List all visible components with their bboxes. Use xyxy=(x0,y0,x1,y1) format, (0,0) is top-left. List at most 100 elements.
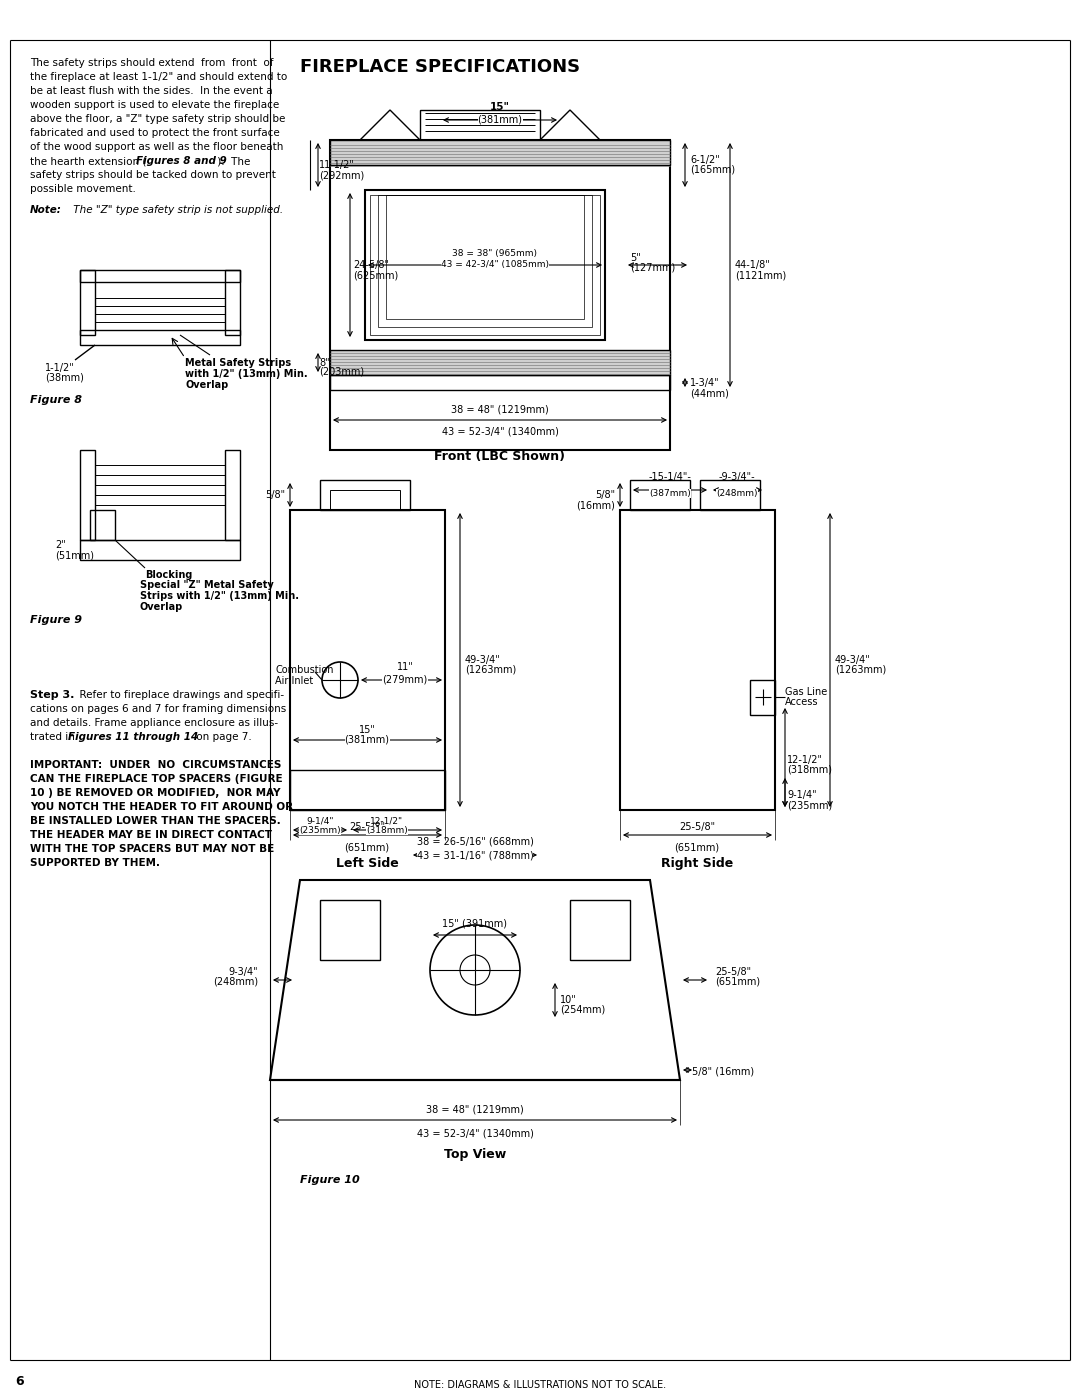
Text: 9-1/4": 9-1/4" xyxy=(787,789,816,800)
Bar xyxy=(330,140,670,450)
Text: 25-5/8": 25-5/8" xyxy=(349,821,386,833)
Text: Right Side: Right Side xyxy=(661,856,733,870)
Text: Blocking: Blocking xyxy=(145,570,192,580)
Text: THE HEADER MAY BE IN DIRECT CONTACT: THE HEADER MAY BE IN DIRECT CONTACT xyxy=(30,830,272,840)
Text: Step 3.: Step 3. xyxy=(30,690,75,700)
Text: -15-1/4"-: -15-1/4"- xyxy=(649,472,691,482)
Text: Metal Safety Strips: Metal Safety Strips xyxy=(185,358,292,367)
Text: The safety strips should extend  from  front  of: The safety strips should extend from fro… xyxy=(30,59,273,68)
Text: 15" (391mm): 15" (391mm) xyxy=(443,918,508,928)
Bar xyxy=(291,510,445,810)
Text: (1263mm): (1263mm) xyxy=(465,665,516,675)
Text: and details. Frame appliance enclosure as illus-: and details. Frame appliance enclosure a… xyxy=(30,718,279,728)
Text: (235mm): (235mm) xyxy=(787,800,833,810)
Text: 10 ) BE REMOVED OR MODIFIED,  NOR MAY: 10 ) BE REMOVED OR MODIFIED, NOR MAY xyxy=(30,788,281,798)
Text: 25-5/8": 25-5/8" xyxy=(679,821,715,833)
Bar xyxy=(700,481,760,510)
Text: the hearth extension (: the hearth extension ( xyxy=(30,156,147,166)
Text: (1121mm): (1121mm) xyxy=(735,270,786,279)
Text: 6: 6 xyxy=(15,1375,24,1389)
Bar xyxy=(225,270,240,335)
Bar xyxy=(370,196,600,335)
Text: 49-3/4": 49-3/4" xyxy=(465,655,501,665)
Text: 10": 10" xyxy=(561,995,577,1004)
Text: Strips with 1/2" (13mm) Min.: Strips with 1/2" (13mm) Min. xyxy=(140,591,299,601)
Text: 15": 15" xyxy=(359,725,376,735)
Text: 24-5/8": 24-5/8" xyxy=(353,260,389,270)
Text: IMPORTANT:  UNDER  NO  CIRCUMSTANCES: IMPORTANT: UNDER NO CIRCUMSTANCES xyxy=(30,760,282,770)
Text: 38 = 48" (1219mm): 38 = 48" (1219mm) xyxy=(451,405,549,415)
Text: Figures 8 and 9: Figures 8 and 9 xyxy=(136,156,227,166)
Bar xyxy=(620,510,775,810)
Text: BE INSTALLED LOWER THAN THE SPACERS.: BE INSTALLED LOWER THAN THE SPACERS. xyxy=(30,816,281,826)
Text: (38mm): (38mm) xyxy=(45,372,84,381)
Bar xyxy=(320,900,380,960)
Bar xyxy=(378,196,592,327)
Text: 5": 5" xyxy=(630,253,640,263)
Text: 49-3/4": 49-3/4" xyxy=(835,655,870,665)
Text: 5/8": 5/8" xyxy=(265,490,285,500)
Text: (279mm): (279mm) xyxy=(382,675,428,685)
Bar xyxy=(330,374,670,390)
Text: 2": 2" xyxy=(55,541,66,550)
Text: 12-1/2": 12-1/2" xyxy=(370,816,404,826)
Text: with 1/2" (13mm) Min.: with 1/2" (13mm) Min. xyxy=(185,369,308,379)
Bar xyxy=(330,140,670,165)
Text: Combustion: Combustion xyxy=(275,665,334,675)
Bar xyxy=(570,900,630,960)
Text: 43 = 31-1/16" (788mm): 43 = 31-1/16" (788mm) xyxy=(417,849,534,861)
Text: (1263mm): (1263mm) xyxy=(835,665,887,675)
Text: (203mm): (203mm) xyxy=(319,367,364,377)
Text: 9-3/4": 9-3/4" xyxy=(228,967,258,977)
Bar xyxy=(365,190,605,339)
Text: Overlap: Overlap xyxy=(140,602,184,612)
Text: Overlap: Overlap xyxy=(185,380,228,390)
Text: (235mm): (235mm) xyxy=(299,826,341,834)
Text: (16mm): (16mm) xyxy=(576,500,615,510)
Text: 44-1/8": 44-1/8" xyxy=(735,260,771,270)
Text: CAN THE FIREPLACE TOP SPACERS (FIGURE: CAN THE FIREPLACE TOP SPACERS (FIGURE xyxy=(30,774,283,784)
Bar xyxy=(80,330,240,345)
Bar xyxy=(330,490,400,510)
Text: 1-3/4": 1-3/4" xyxy=(690,379,719,388)
Text: (254mm): (254mm) xyxy=(561,1004,605,1016)
Text: 38 = 48" (1219mm): 38 = 48" (1219mm) xyxy=(427,1105,524,1115)
Text: 6-1/2": 6-1/2" xyxy=(690,155,719,165)
Text: WITH THE TOP SPACERS BUT MAY NOT BE: WITH THE TOP SPACERS BUT MAY NOT BE xyxy=(30,844,274,854)
Text: (292mm): (292mm) xyxy=(319,170,364,180)
Text: 5/8" (16mm): 5/8" (16mm) xyxy=(692,1067,754,1077)
Text: above the floor, a "Z" type safety strip should be: above the floor, a "Z" type safety strip… xyxy=(30,115,285,124)
Text: Left Side: Left Side xyxy=(336,856,399,870)
Text: 38 = 38" (965mm): 38 = 38" (965mm) xyxy=(453,249,538,258)
Text: -9-3/4"-: -9-3/4"- xyxy=(718,472,755,482)
Text: 9-1/4": 9-1/4" xyxy=(307,816,334,826)
Text: 1-1/2": 1-1/2" xyxy=(45,363,75,373)
Text: Figure 10: Figure 10 xyxy=(300,1175,360,1185)
Text: The "Z" type safety strip is not supplied.: The "Z" type safety strip is not supplie… xyxy=(70,205,283,215)
Text: (318mm): (318mm) xyxy=(787,766,832,775)
Text: YOU NOTCH THE HEADER TO FIT AROUND OR: YOU NOTCH THE HEADER TO FIT AROUND OR xyxy=(30,802,293,812)
Text: Note:: Note: xyxy=(30,205,62,215)
Text: (248mm): (248mm) xyxy=(716,489,758,497)
Text: NOTE: DIAGRAMS & ILLUSTRATIONS NOT TO SCALE.: NOTE: DIAGRAMS & ILLUSTRATIONS NOT TO SC… xyxy=(414,1380,666,1390)
Bar xyxy=(80,270,240,282)
Text: Figure 9: Figure 9 xyxy=(30,615,82,624)
Bar xyxy=(80,270,95,335)
Text: (248mm): (248mm) xyxy=(213,977,258,988)
Text: on page 7.: on page 7. xyxy=(193,732,252,742)
Text: (318mm): (318mm) xyxy=(366,826,408,834)
Text: cations on pages 6 and 7 for framing dimensions: cations on pages 6 and 7 for framing dim… xyxy=(30,704,286,714)
Text: Top View: Top View xyxy=(444,1148,507,1161)
Text: trated in: trated in xyxy=(30,732,78,742)
Text: 43 = 52-3/4" (1340mm): 43 = 52-3/4" (1340mm) xyxy=(442,427,558,437)
Text: 11-1/2": 11-1/2" xyxy=(319,161,355,170)
Text: SUPPORTED BY THEM.: SUPPORTED BY THEM. xyxy=(30,858,160,868)
Text: 11": 11" xyxy=(396,662,414,672)
Bar xyxy=(90,510,114,541)
Bar xyxy=(320,481,410,510)
Text: of the wood support as well as the floor beneath: of the wood support as well as the floor… xyxy=(30,142,283,152)
Text: fabricated and used to protect the front surface: fabricated and used to protect the front… xyxy=(30,129,280,138)
Text: (387mm): (387mm) xyxy=(649,489,691,497)
Text: Refer to fireplace drawings and specifi-: Refer to fireplace drawings and specifi- xyxy=(73,690,284,700)
Bar xyxy=(80,450,95,541)
